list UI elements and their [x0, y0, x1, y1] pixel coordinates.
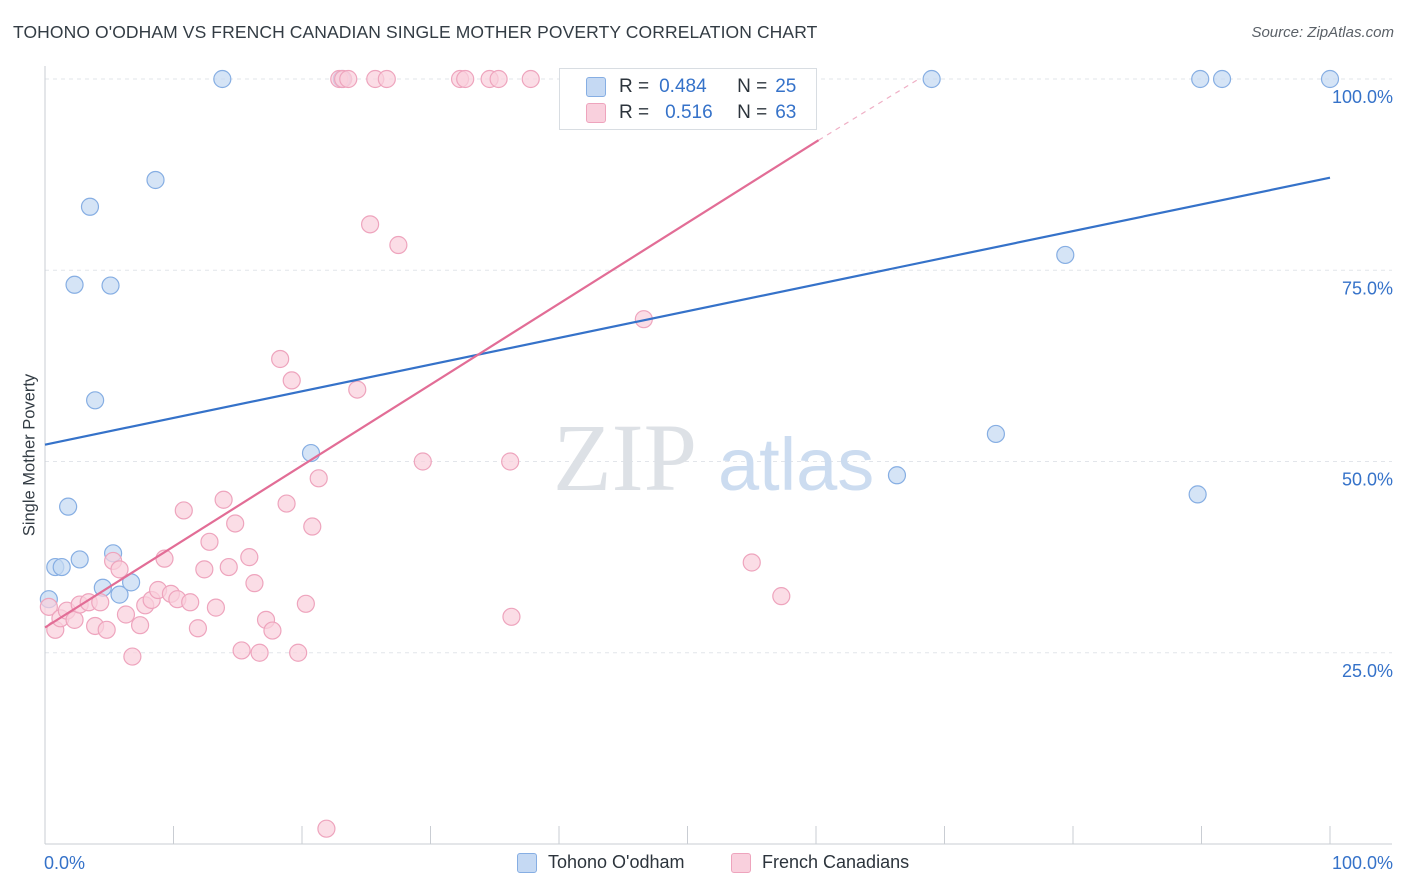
- french-point: [123, 647, 142, 666]
- source-label: Source: ZipAtlas.com: [1251, 24, 1394, 41]
- french-point: [110, 560, 129, 579]
- french-point: [271, 349, 290, 369]
- french-trend-extension: [818, 78, 920, 141]
- french-point: [39, 597, 58, 616]
- tohono-point: [146, 170, 165, 190]
- tohono-point: [110, 585, 129, 604]
- legend-r-value: 0.516: [665, 102, 713, 123]
- series-legend: Tohono O'odham French Canadians: [0, 852, 1406, 878]
- french-point: [174, 501, 193, 520]
- legend-item-label: French Canadians: [762, 852, 910, 872]
- legend-item-tohono: Tohono O'odham: [517, 852, 685, 873]
- watermark-zip: ZIP: [553, 404, 697, 511]
- legend-r-label: R =: [619, 76, 650, 97]
- legend-item-french: French Canadians: [731, 852, 909, 873]
- x-tick-label: 0.0%: [44, 853, 85, 873]
- french-point: [206, 598, 226, 617]
- stats-legend: R = 0.484 N = 25 R = 0.516 N = 63: [559, 68, 817, 130]
- french-point: [489, 69, 508, 89]
- french-point: [348, 380, 367, 399]
- legend-row-tohono: R = 0.484 N = 25: [586, 75, 796, 99]
- french-point: [317, 819, 336, 838]
- x-tick-label: 100.0%: [1332, 853, 1393, 873]
- french-point: [456, 69, 475, 89]
- french-point: [245, 574, 264, 593]
- legend-n-value: 25: [775, 76, 797, 97]
- tohono-point: [101, 276, 120, 295]
- y-tick-label: 50.0%: [1342, 470, 1393, 490]
- tohono-point: [65, 275, 84, 294]
- french-point: [502, 607, 521, 626]
- french-point: [289, 643, 308, 662]
- french-point: [214, 490, 233, 509]
- tohono-point: [1320, 69, 1340, 89]
- french-point: [772, 587, 791, 606]
- french-point: [219, 557, 238, 577]
- french-point: [181, 593, 200, 612]
- french-point: [521, 69, 540, 89]
- french-point: [263, 621, 282, 640]
- legend-item-label: Tohono O'odham: [548, 852, 685, 872]
- tohono-point: [1191, 69, 1210, 89]
- legend-n-label: N =: [737, 102, 768, 123]
- legend-swatch-blue: [517, 852, 537, 873]
- french-point: [240, 548, 259, 567]
- french-trend-line: [44, 139, 820, 629]
- legend-row-french: R = 0.516 N = 63: [586, 101, 796, 125]
- legend-n-value: 63: [775, 102, 797, 123]
- legend-swatch-blue: [586, 77, 606, 97]
- french-point: [250, 643, 269, 662]
- french-point: [339, 69, 358, 89]
- tohono-point: [986, 424, 1006, 444]
- tohono-point: [70, 550, 89, 569]
- y-tick-label: 25.0%: [1342, 661, 1393, 681]
- tohono-point: [887, 466, 907, 485]
- french-point: [303, 517, 322, 536]
- tohono-point: [1188, 485, 1207, 504]
- french-point: [130, 616, 150, 635]
- tohono-point: [213, 69, 232, 89]
- french-point: [277, 494, 296, 513]
- watermark-atlas: atlas: [718, 423, 874, 506]
- french-point: [377, 69, 396, 89]
- legend-r-label: R =: [619, 102, 650, 123]
- french-point: [296, 594, 315, 613]
- french-point: [361, 215, 380, 234]
- data-points: [39, 69, 1340, 838]
- tohono-point: [922, 69, 941, 89]
- legend-r-value: 0.484: [659, 76, 707, 97]
- french-point: [195, 560, 214, 579]
- french-point: [389, 235, 408, 255]
- french-point: [282, 371, 301, 390]
- tohono-point: [59, 497, 78, 516]
- trend-lines: [44, 78, 1331, 629]
- tohono-trend-line: [44, 176, 1331, 446]
- tohono-point: [80, 197, 100, 216]
- french-point: [501, 452, 520, 471]
- french-point: [116, 605, 136, 624]
- french-point: [742, 553, 761, 572]
- axes: [44, 66, 1392, 845]
- french-point: [200, 532, 219, 551]
- y-tick-label: 100.0%: [1332, 87, 1393, 107]
- tohono-point: [1056, 245, 1075, 265]
- tohono-point: [1212, 69, 1232, 89]
- legend-swatch-pink: [586, 103, 606, 123]
- watermark: ZIP atlas: [553, 404, 874, 511]
- french-point: [226, 514, 245, 533]
- legend-n-label: N =: [737, 76, 768, 97]
- tohono-point: [86, 391, 105, 410]
- chart-title: TOHONO O'ODHAM VS FRENCH CANADIAN SINGLE…: [13, 22, 818, 42]
- gridlines: [45, 78, 1392, 654]
- french-point: [232, 641, 251, 660]
- french-point: [97, 620, 116, 639]
- french-point: [413, 452, 432, 471]
- french-point: [188, 619, 208, 638]
- legend-swatch-pink: [731, 852, 751, 873]
- tohono-point: [52, 557, 71, 577]
- y-tick-label: 75.0%: [1342, 278, 1393, 298]
- tick-labels: 25.0% 50.0% 75.0% 100.0% 0.0% 100.0%: [44, 87, 1393, 873]
- french-point: [309, 469, 328, 488]
